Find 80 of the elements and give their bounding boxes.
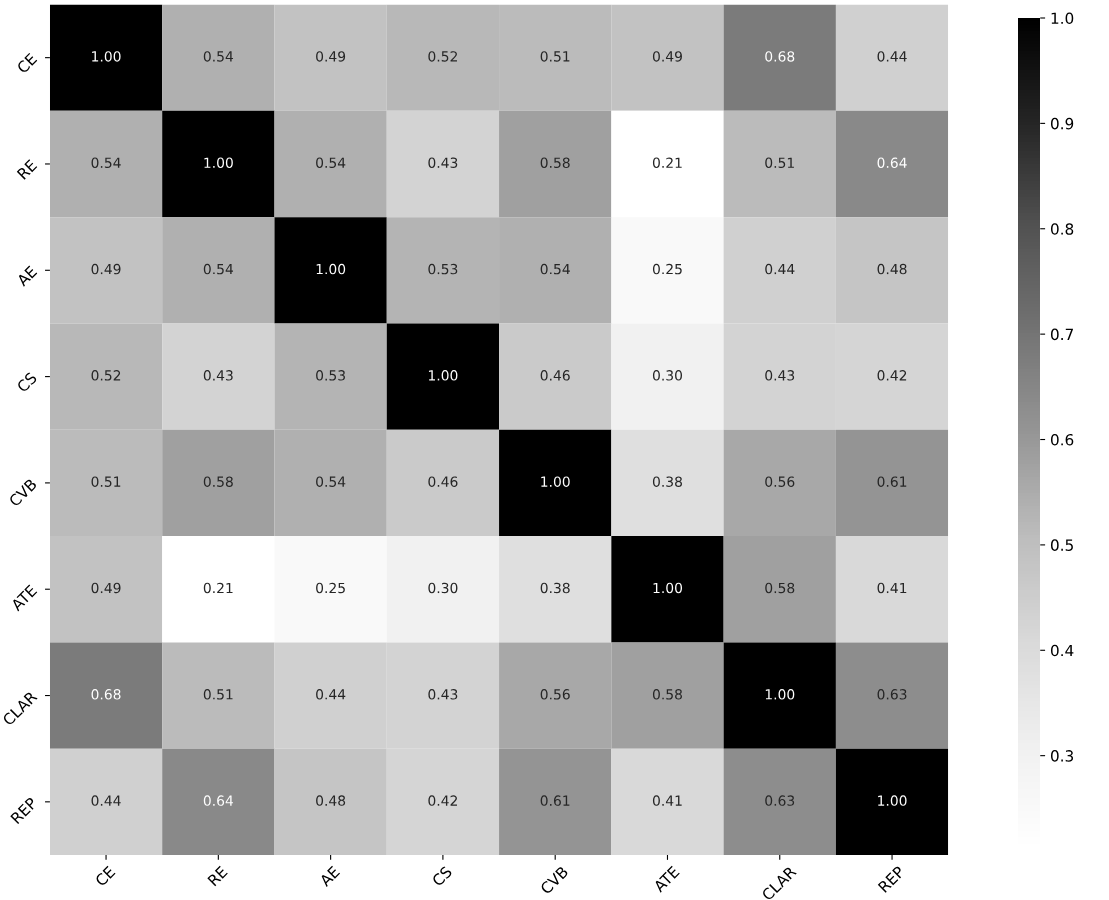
data-label: 0.43 bbox=[203, 370, 233, 381]
data-label: 1.00 bbox=[316, 263, 346, 275]
data-label: 1.00 bbox=[428, 370, 458, 381]
data-label: 1.00 bbox=[204, 157, 233, 168]
x-tick-label: CE bbox=[94, 865, 116, 887]
data-label: 0.38 bbox=[652, 476, 682, 487]
data-label: 0.21 bbox=[652, 157, 682, 168]
x-tick-label: RE bbox=[207, 865, 228, 887]
data-label: 0.48 bbox=[316, 795, 346, 806]
data-label: 0.51 bbox=[203, 689, 233, 700]
data-label: 1.00 bbox=[653, 582, 683, 594]
data-label: 0.61 bbox=[540, 795, 570, 806]
data-label: 0.49 bbox=[91, 263, 121, 275]
data-label: 1.00 bbox=[878, 795, 907, 806]
data-label: 0.63 bbox=[765, 795, 795, 806]
data-label: 0.49 bbox=[652, 51, 682, 62]
data-label: 0.30 bbox=[428, 582, 458, 594]
data-label: 1.00 bbox=[765, 689, 795, 700]
data-label: 1.00 bbox=[92, 51, 121, 62]
data-label: 0.58 bbox=[765, 582, 795, 594]
color-bar-label: 0.6 bbox=[1050, 433, 1074, 446]
data-label: 0.54 bbox=[316, 157, 346, 168]
y-tick-label: CE bbox=[16, 52, 38, 74]
data-label: 0.54 bbox=[203, 263, 234, 275]
data-label: 0.54 bbox=[540, 263, 570, 275]
y-tick-label: CS bbox=[16, 371, 38, 393]
data-label: 0.42 bbox=[877, 370, 907, 381]
data-label: 0.68 bbox=[765, 51, 795, 62]
color-bar-label: 0.9 bbox=[1050, 117, 1074, 130]
data-label: 0.56 bbox=[765, 476, 795, 487]
data-label: 0.46 bbox=[540, 370, 570, 381]
data-label: 0.58 bbox=[652, 689, 682, 700]
x-tick-label: AE bbox=[318, 865, 341, 888]
data-label: 0.53 bbox=[316, 370, 345, 381]
data-label: 0.52 bbox=[428, 51, 457, 62]
data-label: 0.42 bbox=[428, 795, 457, 806]
data-label: 0.44 bbox=[91, 795, 121, 806]
data-label: 0.44 bbox=[316, 689, 346, 700]
data-label: 0.43 bbox=[428, 157, 458, 168]
color-bar-label: 0.4 bbox=[1050, 644, 1074, 657]
data-label: 0.43 bbox=[428, 689, 458, 700]
data-label: 0.68 bbox=[91, 689, 121, 700]
data-label: 0.54 bbox=[203, 51, 234, 62]
data-label: 0.64 bbox=[203, 795, 234, 806]
data-label: 0.46 bbox=[428, 476, 458, 487]
data-label: 0.25 bbox=[652, 263, 682, 275]
data-label: 0.49 bbox=[91, 582, 121, 594]
data-label: 0.41 bbox=[652, 795, 682, 806]
data-label: 0.30 bbox=[652, 370, 683, 381]
x-tick-label: CS bbox=[431, 865, 453, 887]
color-bar-label: 0.8 bbox=[1050, 223, 1074, 235]
data-label: 0.51 bbox=[540, 51, 570, 62]
data-label: 0.25 bbox=[316, 582, 345, 594]
data-label: 0.41 bbox=[877, 582, 907, 594]
data-label: 0.52 bbox=[91, 370, 121, 381]
data-label: 0.21 bbox=[203, 582, 233, 594]
data-label: 0.51 bbox=[91, 476, 121, 487]
data-label: 0.44 bbox=[877, 51, 907, 62]
color-bar-label: 0.5 bbox=[1050, 539, 1073, 551]
y-tick-label: RE bbox=[16, 159, 38, 180]
data-label: 0.58 bbox=[203, 476, 233, 487]
data-label: 0.64 bbox=[877, 157, 907, 168]
color-bar-label: 0.7 bbox=[1050, 328, 1073, 341]
data-label: 0.63 bbox=[877, 689, 907, 700]
data-label: 0.49 bbox=[316, 51, 346, 62]
data-label: 0.44 bbox=[765, 263, 795, 275]
data-label: 0.54 bbox=[316, 476, 346, 487]
color-bar-label: 1.0 bbox=[1051, 12, 1074, 25]
data-label: 0.48 bbox=[877, 263, 907, 275]
data-label: 1.00 bbox=[541, 476, 570, 487]
y-tick-label: AE bbox=[15, 265, 38, 287]
data-label: 0.53 bbox=[428, 263, 458, 275]
data-label: 0.61 bbox=[877, 476, 907, 487]
data-label: 0.58 bbox=[540, 157, 570, 168]
data-label: 0.56 bbox=[540, 689, 570, 700]
color-bar-label: 0.3 bbox=[1050, 750, 1074, 762]
data-label: 0.43 bbox=[765, 370, 795, 381]
data-label: 0.54 bbox=[91, 157, 121, 168]
data-label: 0.38 bbox=[540, 582, 570, 594]
data-label: 0.51 bbox=[765, 157, 794, 168]
